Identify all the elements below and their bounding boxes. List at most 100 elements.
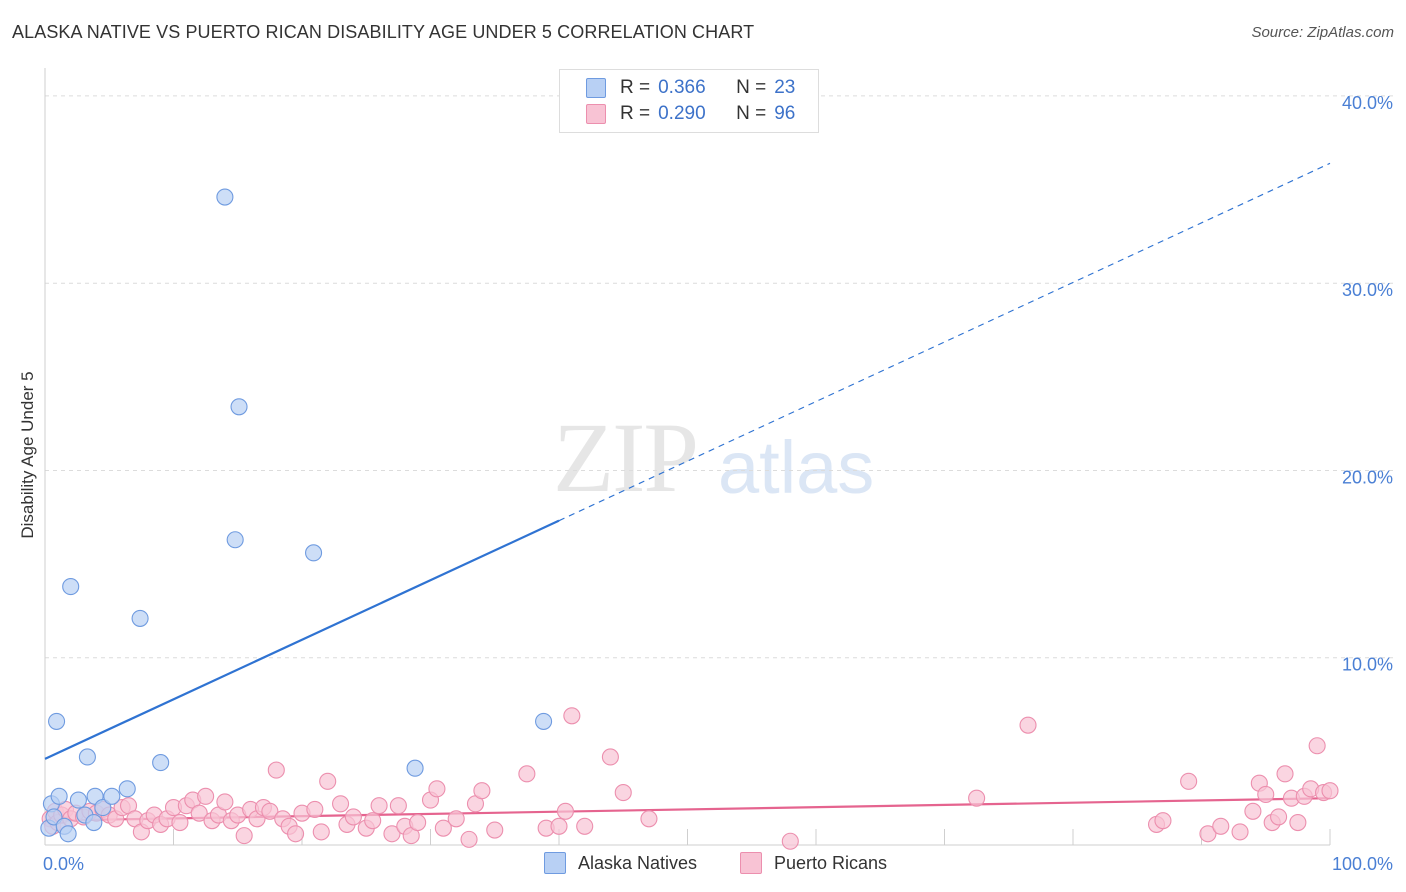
trend-line-extension bbox=[558, 162, 1331, 522]
data-point-puerto bbox=[287, 825, 305, 843]
watermark-atlas: atlas bbox=[718, 426, 875, 509]
chart-title: ALASKA NATIVE VS PUERTO RICAN DISABILITY… bbox=[12, 22, 755, 42]
data-point-alaska bbox=[94, 798, 112, 817]
data-point-puerto bbox=[1257, 785, 1275, 803]
legend-swatch-blue bbox=[586, 78, 606, 98]
data-point-alaska bbox=[85, 813, 103, 832]
data-point-puerto bbox=[389, 797, 407, 815]
axes bbox=[44, 68, 1331, 846]
data-point-puerto bbox=[197, 787, 215, 805]
data-point-puerto bbox=[486, 821, 504, 839]
data-point-puerto bbox=[1244, 802, 1262, 820]
data-point-puerto bbox=[370, 797, 388, 815]
data-point-puerto bbox=[1019, 716, 1037, 734]
bottom-legend-puerto: Puerto Ricans bbox=[740, 852, 887, 874]
data-point-alaska bbox=[103, 787, 121, 805]
data-point-puerto bbox=[171, 813, 189, 832]
y-tick-label: 10.0% bbox=[1342, 655, 1393, 675]
legend-r-value: 0.290 bbox=[658, 103, 706, 124]
data-point-puerto bbox=[1212, 817, 1230, 835]
data-point-puerto bbox=[781, 832, 799, 850]
data-point-alaska bbox=[152, 754, 170, 772]
data-point-alaska bbox=[131, 609, 149, 627]
data-point-puerto bbox=[1180, 772, 1198, 790]
bottom-legend-swatch-pink bbox=[740, 852, 762, 874]
data-point-puerto bbox=[1276, 765, 1294, 783]
data-point-puerto bbox=[576, 817, 594, 835]
data-points bbox=[40, 188, 1339, 850]
data-point-puerto bbox=[1289, 813, 1307, 832]
data-point-alaska bbox=[118, 780, 136, 798]
data-point-puerto bbox=[1321, 782, 1339, 800]
data-point-alaska bbox=[305, 544, 323, 562]
data-point-puerto bbox=[1199, 825, 1217, 843]
x-tick-label: 100.0% bbox=[1332, 854, 1393, 874]
data-point-puerto bbox=[556, 802, 574, 820]
data-point-puerto bbox=[1231, 823, 1249, 841]
legend-r-label: R = bbox=[620, 77, 651, 98]
legend-row-alaska: R = 0.366 N = 23 bbox=[586, 77, 795, 99]
tick-labels: 10.0% 20.0% 30.0% 40.0% 0.0% 100.0% bbox=[43, 93, 1393, 874]
data-point-puerto bbox=[518, 765, 536, 783]
data-point-alaska bbox=[406, 759, 424, 777]
data-point-alaska bbox=[230, 398, 248, 416]
legend: R = 0.366 N = 23 R = 0.290 N = 96 bbox=[559, 69, 819, 133]
data-point-puerto bbox=[447, 810, 465, 828]
data-point-puerto bbox=[428, 780, 446, 798]
bottom-legend-label: Alaska Natives bbox=[578, 852, 698, 873]
data-point-puerto bbox=[383, 825, 401, 843]
data-point-puerto bbox=[460, 830, 478, 848]
data-point-puerto bbox=[473, 782, 491, 800]
watermark-zip: ZIP bbox=[553, 402, 699, 513]
data-point-puerto bbox=[1270, 808, 1288, 826]
data-point-puerto bbox=[235, 827, 253, 845]
data-point-puerto bbox=[434, 819, 452, 837]
data-point-puerto bbox=[1154, 812, 1172, 830]
x-tick-label: 0.0% bbox=[43, 854, 84, 874]
y-tick-label: 40.0% bbox=[1342, 93, 1393, 113]
trend-line-alaska bbox=[44, 519, 560, 760]
y-tick-label: 20.0% bbox=[1342, 467, 1393, 487]
legend-n-value: 23 bbox=[774, 77, 796, 98]
data-point-alaska bbox=[535, 712, 553, 730]
data-point-alaska bbox=[62, 578, 80, 596]
data-point-puerto bbox=[267, 761, 285, 779]
data-point-puerto bbox=[968, 789, 986, 807]
legend-r-label: R = bbox=[620, 103, 651, 124]
legend-n-value: 96 bbox=[774, 103, 796, 124]
legend-r-value: 0.366 bbox=[658, 77, 706, 98]
data-point-puerto bbox=[563, 707, 581, 725]
trend-lines bbox=[44, 162, 1331, 822]
data-point-alaska bbox=[78, 748, 96, 766]
legend-row-puerto: R = 0.290 N = 96 bbox=[586, 103, 795, 125]
data-point-puerto bbox=[312, 823, 330, 841]
data-point-puerto bbox=[640, 810, 658, 828]
data-point-puerto bbox=[306, 800, 324, 818]
data-point-puerto bbox=[409, 813, 427, 832]
grid-lines bbox=[45, 95, 1393, 659]
data-point-puerto bbox=[261, 802, 279, 820]
bottom-legend-label: Puerto Ricans bbox=[774, 852, 888, 873]
data-point-puerto bbox=[550, 817, 568, 835]
data-point-puerto bbox=[216, 793, 234, 811]
legend-n-label: N = bbox=[736, 77, 767, 98]
data-point-puerto bbox=[344, 808, 362, 826]
data-point-puerto bbox=[1308, 737, 1326, 755]
data-point-alaska bbox=[216, 188, 234, 206]
data-point-puerto bbox=[601, 748, 619, 766]
data-point-puerto bbox=[319, 772, 337, 790]
data-point-alaska bbox=[50, 787, 68, 805]
data-point-puerto bbox=[364, 812, 382, 830]
bottom-legend-swatch-blue bbox=[544, 852, 566, 874]
bottom-legend-alaska: Alaska Natives bbox=[544, 852, 697, 874]
data-point-alaska bbox=[69, 791, 87, 809]
source-label: Source: ZipAtlas.com bbox=[1251, 24, 1394, 41]
data-point-alaska bbox=[226, 531, 244, 549]
data-point-alaska bbox=[59, 825, 77, 843]
data-point-alaska bbox=[48, 712, 66, 730]
legend-n-label: N = bbox=[736, 103, 767, 124]
data-point-puerto bbox=[190, 804, 208, 822]
legend-swatch-pink bbox=[586, 104, 606, 124]
data-point-puerto bbox=[331, 795, 350, 813]
